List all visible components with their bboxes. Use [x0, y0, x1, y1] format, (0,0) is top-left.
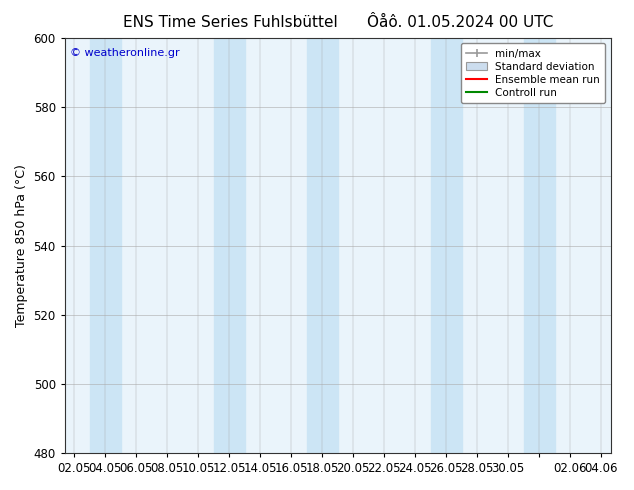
Y-axis label: Temperature 850 hPa (°C): Temperature 850 hPa (°C) — [15, 164, 28, 327]
Title: ENS Time Series Fuhlsbüttel      Ôåô. 01.05.2024 00 UTC: ENS Time Series Fuhlsbüttel Ôåô. 01.05.2… — [122, 15, 553, 30]
Bar — [89, 38, 120, 453]
Bar — [307, 38, 338, 453]
Legend: min/max, Standard deviation, Ensemble mean run, Controll run: min/max, Standard deviation, Ensemble me… — [461, 43, 605, 103]
Text: © weatheronline.gr: © weatheronline.gr — [70, 49, 180, 58]
Bar — [430, 38, 462, 453]
Bar — [524, 38, 555, 453]
Bar — [214, 38, 245, 453]
